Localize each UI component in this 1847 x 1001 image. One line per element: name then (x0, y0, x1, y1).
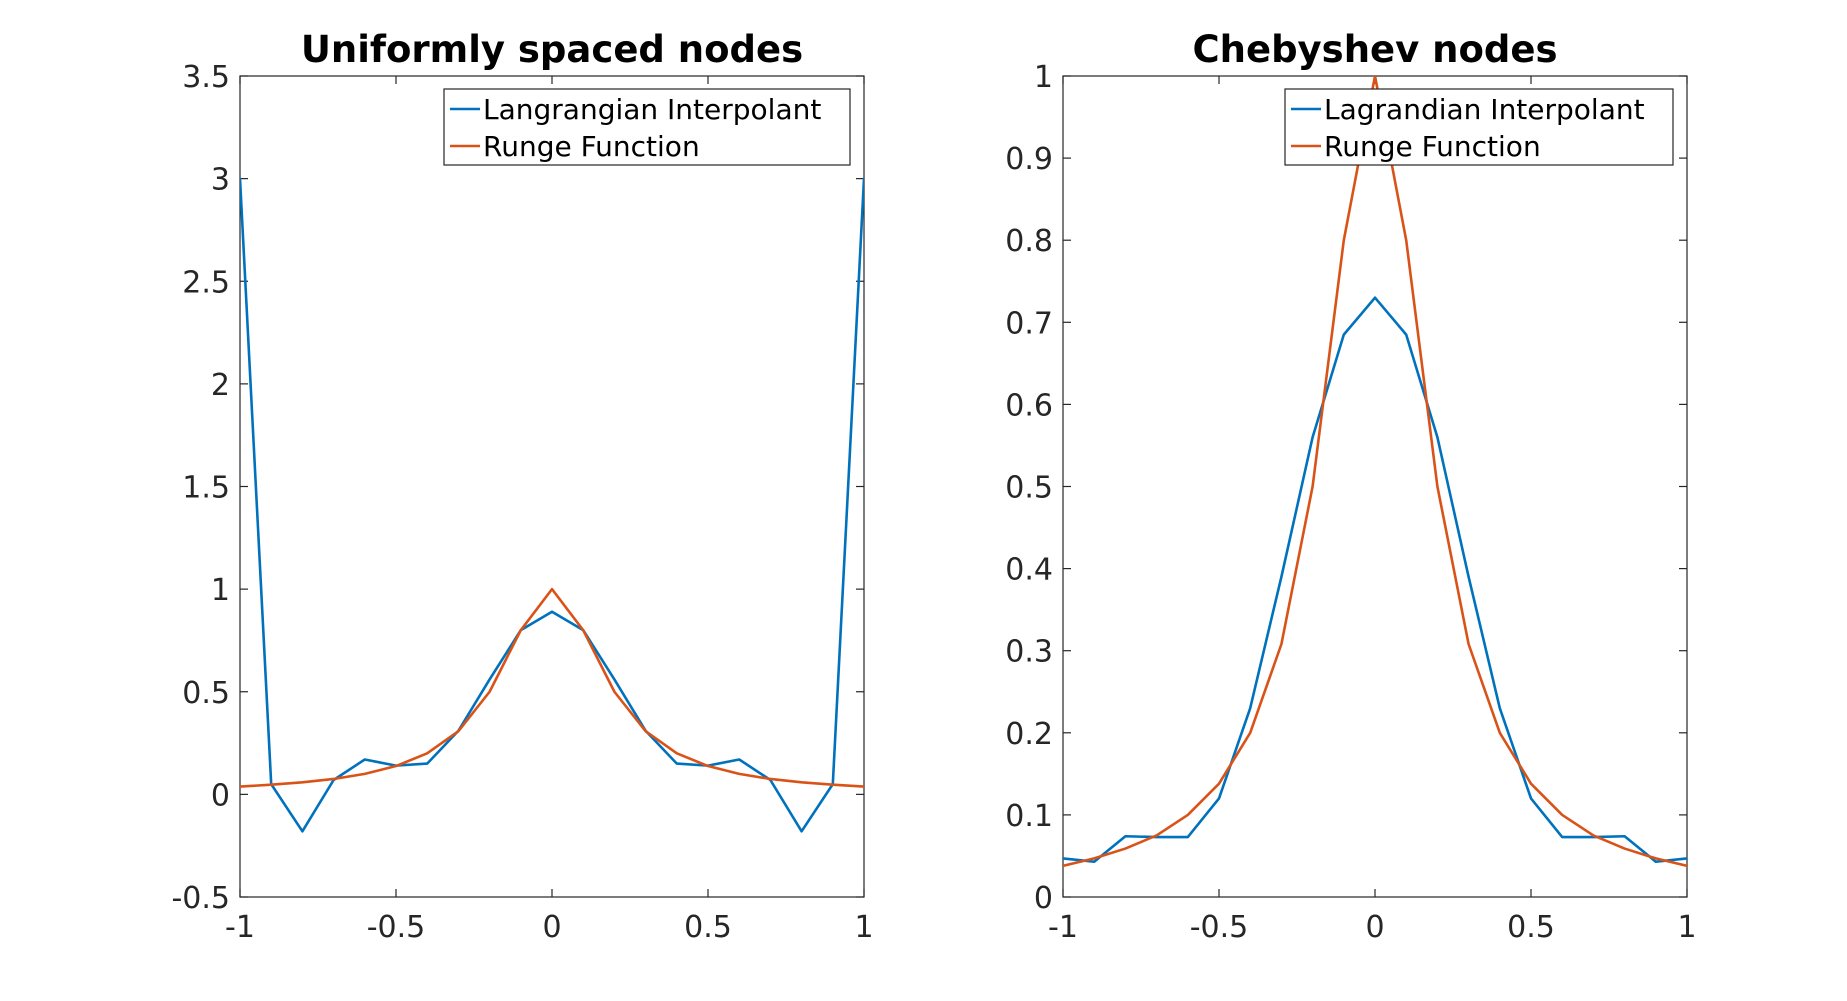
y-tick-label: 2.5 (182, 265, 230, 300)
y-tick-label: 3.5 (182, 60, 230, 95)
y-tick-label: 0.2 (1005, 717, 1053, 752)
legend-box (443, 88, 851, 166)
series-line-2 (240, 587, 864, 788)
x-tick-label: -0.5 (367, 910, 426, 945)
legend-box (1284, 88, 1674, 166)
legend-label-2: Runge Function (1324, 130, 1541, 163)
x-tick-label: -0.5 (1190, 910, 1249, 945)
x-tick-label: 1 (1677, 910, 1696, 945)
legend: Lagrandian Interpolant Runge Function (1284, 88, 1674, 166)
y-tick-label: -0.5 (171, 881, 230, 916)
y-tick-label: 0.5 (1005, 471, 1053, 506)
y-tick-label: 3 (211, 163, 230, 198)
y-tick-label: 0.4 (1005, 553, 1053, 588)
plot-area (239, 75, 865, 898)
legend-label-1: Langrangian Interpolant (483, 93, 821, 126)
x-tick-label: -1 (1048, 910, 1078, 945)
chart-panel-2: Chebyshev nodes -1 -0.5 0 0.5 1 0 0.1 0.2 0.3 0.4 0… (1005, 28, 1696, 945)
x-tick-label: 0.5 (1507, 910, 1555, 945)
series-line-1 (240, 177, 864, 833)
y-tick-label: 0.8 (1005, 224, 1053, 259)
chart-title: Chebyshev nodes (1192, 28, 1557, 71)
x-tick-label: 0 (1365, 910, 1384, 945)
series-line-1 (1063, 296, 1687, 864)
y-tick-label: 0 (1034, 881, 1053, 916)
chart-title: Uniformly spaced nodes (301, 28, 803, 71)
legend-label-2: Runge Function (483, 130, 700, 163)
y-tick-label: 0.9 (1005, 142, 1053, 177)
x-tick-label: -1 (225, 910, 255, 945)
y-tick-label: 1.5 (182, 471, 230, 506)
y-tick-label: 0 (211, 778, 230, 813)
y-tick-label: 0.3 (1005, 635, 1053, 670)
legend: Langrangian Interpolant Runge Function (443, 88, 851, 166)
y-tick-label: 0.7 (1005, 306, 1053, 341)
x-tick-label: 1 (854, 910, 873, 945)
plot-area (1062, 75, 1688, 898)
x-tick-label: 0 (542, 910, 561, 945)
y-tick-label: 0.1 (1005, 799, 1053, 834)
y-tick-label: 1 (1034, 60, 1053, 95)
y-tick-label: 0.5 (182, 676, 230, 711)
series-line-2 (1063, 76, 1687, 868)
chart-panel-1: Uniformly spaced nodes-1 -0.5 0 0.5 1-0.500.… (171, 28, 873, 945)
x-tick-label: 0.5 (684, 910, 732, 945)
legend-label-1: Lagrandian Interpolant (1324, 93, 1645, 126)
y-tick-label: 1 (211, 573, 230, 608)
y-tick-label: 0.6 (1005, 388, 1053, 423)
y-tick-label: 2 (211, 368, 230, 403)
